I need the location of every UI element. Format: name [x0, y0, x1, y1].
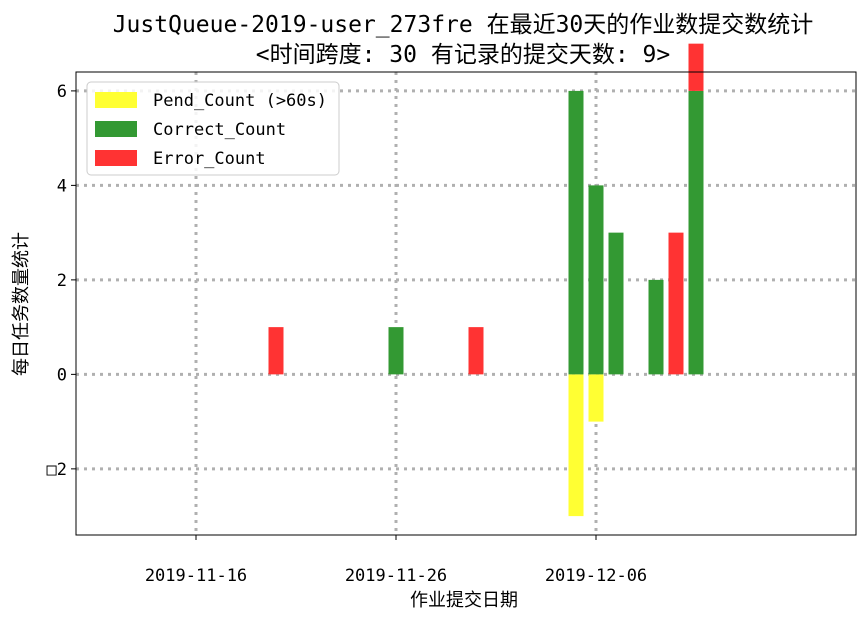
legend-label: Correct_Count: [153, 120, 286, 140]
y-tick-label: □2: [47, 460, 67, 480]
legend-label: Pend_Count (>60s): [153, 91, 327, 111]
bar: [608, 232, 624, 375]
bar: [588, 374, 604, 422]
legend-label: Error_Count: [153, 149, 266, 169]
legend-swatch: [95, 121, 137, 137]
legend-swatch: [95, 92, 137, 108]
bar: [568, 90, 584, 375]
bar: [568, 374, 584, 517]
bar: [468, 327, 484, 375]
bar: [688, 43, 704, 91]
y-tick-label: 4: [57, 176, 67, 196]
bar: [388, 327, 404, 375]
legend-box: [86, 81, 340, 176]
x-axis-label: 作业提交日期: [410, 590, 518, 611]
legend-swatch: [95, 150, 137, 166]
y-axis-label: 每日任务数量统计: [11, 232, 32, 376]
chart-title: JustQueue-2019-user_273fre 在最近30天的作业数提交数…: [113, 12, 814, 38]
x-tick-label: 2019-12-06: [545, 566, 647, 586]
bar: [268, 327, 284, 375]
bar: [588, 185, 604, 375]
bars: [268, 43, 704, 517]
plot-frame: [75, 71, 857, 536]
x-tick-label: 2019-11-26: [345, 566, 447, 586]
y-tick-label: 2: [57, 271, 67, 291]
y-tick-label: 0: [57, 365, 67, 385]
axis-ticks: □2 0 2 4 6 2019-11-16 2019-11-26 2019-12-06: [47, 82, 648, 586]
bar: [688, 90, 704, 375]
bar: [648, 279, 664, 375]
grid-lines: [76, 72, 856, 535]
chart-subtitle: <时间跨度: 30 有记录的提交天数: 9>: [256, 42, 670, 68]
bar: [668, 232, 684, 375]
y-tick-label: 6: [57, 82, 67, 102]
legend: Pend_Count (>60s) Correct_Count Error_Coun…: [86, 81, 340, 176]
x-tick-label: 2019-11-16: [145, 566, 247, 586]
